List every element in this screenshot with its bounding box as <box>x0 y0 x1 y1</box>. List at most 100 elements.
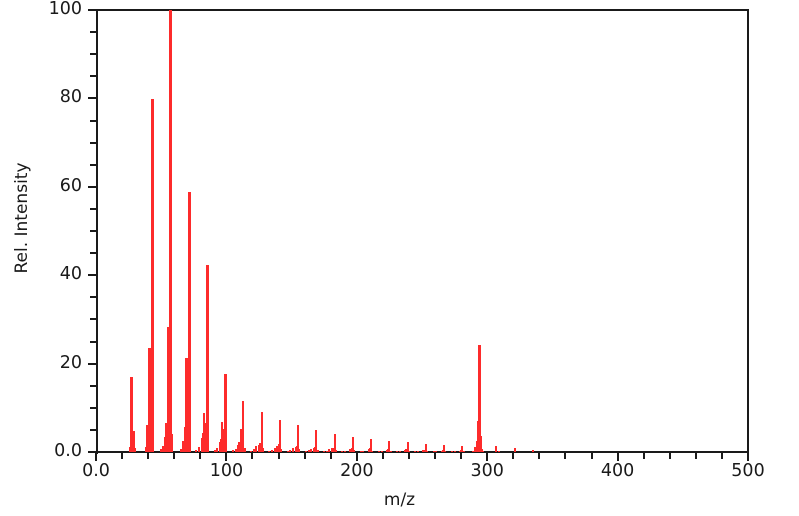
spectrum-peak <box>225 445 228 452</box>
spectrum-peak <box>435 450 438 452</box>
spectrum-peak <box>255 446 258 452</box>
x-tick-minor <box>564 452 567 459</box>
spectrum-peak <box>332 447 335 452</box>
y-tick-minor <box>90 384 97 387</box>
axis-spine-top <box>96 9 749 11</box>
x-tick-minor <box>460 452 463 459</box>
y-tick-major <box>88 274 97 277</box>
y-tick-label: 80 <box>59 87 82 108</box>
x-tick-label: 200 <box>340 461 374 481</box>
spectrum-peak <box>440 450 443 452</box>
spectrum-peak <box>237 444 240 452</box>
spectrum-peak <box>201 432 204 452</box>
spectrum-peak <box>370 438 373 452</box>
x-tick-major <box>95 452 97 461</box>
spectrum-peak <box>323 450 326 452</box>
spectrum-peak <box>198 447 201 452</box>
spectrum-peak <box>453 450 456 452</box>
spectrum-peak <box>186 396 189 452</box>
spectrum-peak <box>385 449 388 452</box>
spectrum-peak <box>359 450 362 452</box>
spectrum-peak <box>276 445 279 452</box>
y-tick-minor <box>90 428 97 431</box>
x-tick-minor <box>720 452 723 459</box>
x-tick-minor <box>512 452 515 459</box>
spectrum-peak <box>187 191 191 452</box>
y-tick-minor <box>90 296 97 299</box>
spectrum-peak <box>221 421 224 452</box>
spectrum-peak <box>231 450 234 452</box>
y-axis-title: Rel. Intensity <box>12 162 32 274</box>
spectrum-peak <box>349 448 352 452</box>
spectrum-peak <box>462 450 465 452</box>
y-tick-label: 0.0 <box>54 441 82 461</box>
spectrum-peak <box>298 449 301 452</box>
x-tick-minor <box>590 452 593 459</box>
x-tick-label: 300 <box>470 461 504 481</box>
spectrum-peak <box>132 430 135 452</box>
x-tick-label: 100 <box>209 461 244 481</box>
spectrum-peak <box>165 423 168 452</box>
spectrum-peak <box>144 447 147 452</box>
x-tick-minor <box>329 452 332 459</box>
spectrum-peak <box>151 98 155 452</box>
spectrum-peak <box>289 450 292 452</box>
x-tick-major <box>355 452 358 461</box>
axis-spine-right <box>747 10 749 454</box>
y-tick-major <box>88 97 97 100</box>
plot-area <box>96 10 748 452</box>
y-tick-major <box>88 185 97 188</box>
spectrum-peak <box>480 449 483 452</box>
spectrum-peak <box>166 326 170 452</box>
spectrum-peak <box>168 400 171 452</box>
spectrum-peak <box>368 448 371 452</box>
spectrum-peak <box>286 450 289 452</box>
spectrum-peak <box>316 449 319 452</box>
spectrum-peak <box>513 448 516 452</box>
spectrum-peak <box>422 450 425 452</box>
y-tick-minor <box>90 252 97 255</box>
spectrum-peak <box>243 447 246 452</box>
y-tick-label: 20 <box>59 352 82 373</box>
spectrum-peak <box>204 422 207 452</box>
spectrum-peak <box>260 412 263 452</box>
spectrum-peak <box>238 442 241 452</box>
spectrum-peak <box>478 345 482 452</box>
y-tick-minor <box>90 318 97 321</box>
spectrum-peak <box>147 441 150 452</box>
spectrum-peak <box>315 430 318 452</box>
spectrum-peaks <box>96 10 748 452</box>
spectrum-peak <box>297 425 300 452</box>
x-tick-label: 500 <box>731 461 765 481</box>
spectrum-peak <box>200 438 203 452</box>
spectrum-peak <box>131 442 134 452</box>
spectrum-peak <box>213 449 216 452</box>
spectrum-peak <box>471 450 474 452</box>
spectrum-peak <box>145 425 148 452</box>
spectrum-peak <box>350 448 353 452</box>
spectrum-peak <box>387 448 390 452</box>
spectrum-peak <box>353 450 356 452</box>
x-axis-title: m/z <box>383 490 416 510</box>
spectrum-peak <box>271 449 274 452</box>
spectrum-peak <box>170 433 173 452</box>
spectrum-peak <box>304 450 307 452</box>
y-tick-minor <box>90 53 97 56</box>
spectrum-peak <box>250 450 253 452</box>
x-tick-minor <box>277 452 280 459</box>
spectrum-peak <box>179 449 182 452</box>
x-tick-minor <box>538 452 541 459</box>
spectrum-peak <box>404 449 407 452</box>
spectrum-peak <box>261 448 264 452</box>
spectrum-peak <box>444 450 447 452</box>
spectrum-peak <box>278 419 281 452</box>
y-tick-minor <box>90 75 97 78</box>
y-tick-label: 40 <box>59 264 82 285</box>
spectrum-peak <box>134 448 137 452</box>
y-tick-minor <box>90 406 97 409</box>
spectrum-peak <box>367 449 370 452</box>
spectrum-peak <box>207 439 210 452</box>
spectrum-peak <box>389 450 392 452</box>
x-tick-minor <box>303 452 306 459</box>
